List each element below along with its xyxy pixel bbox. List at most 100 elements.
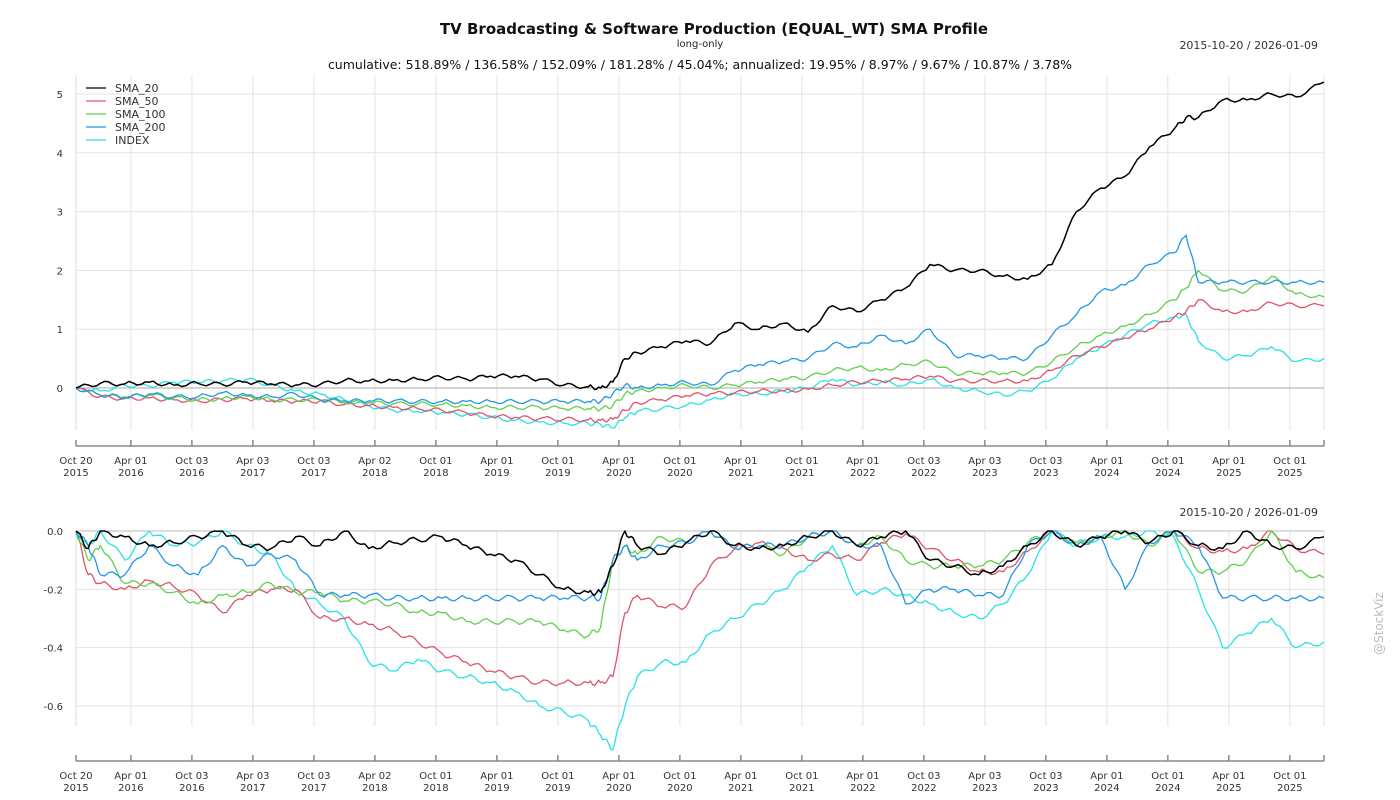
x-tick-label: Apr 01 xyxy=(724,456,757,467)
x-tick-label-year: 2024 xyxy=(1155,783,1180,794)
x-tick-label: Oct 01 xyxy=(1151,771,1184,782)
series-line-sma-20 xyxy=(75,81,1325,391)
x-tick-label: Apr 01 xyxy=(724,771,757,782)
y-tick-label: 0.0 xyxy=(47,527,63,538)
date-range-top: 2015-10-20 / 2026-01-09 xyxy=(1179,39,1318,52)
x-tick-label: Oct 03 xyxy=(907,771,940,782)
x-tick-label-year: 2022 xyxy=(850,783,875,794)
x-tick-label: Apr 03 xyxy=(968,771,1001,782)
x-tick-label-year: 2024 xyxy=(1155,468,1180,479)
x-tick-label-year: 2024 xyxy=(1094,468,1119,479)
x-tick-label-year: 2023 xyxy=(972,783,997,794)
x-tick-label-year: 2025 xyxy=(1277,468,1302,479)
x-tick-label-year: 2022 xyxy=(911,783,936,794)
legend-label: INDEX xyxy=(115,134,150,147)
x-tick-label-year: 2016 xyxy=(179,783,204,794)
x-tick-label-year: 2020 xyxy=(667,783,692,794)
x-tick-label-year: 2015 xyxy=(63,783,88,794)
x-tick-label: Apr 01 xyxy=(602,456,635,467)
y-tick-label: 4 xyxy=(57,149,63,160)
x-tick-label: Apr 02 xyxy=(358,771,391,782)
x-tick-label-year: 2017 xyxy=(301,783,326,794)
x-tick-label-year: 2022 xyxy=(850,468,875,479)
series-line-sma-200 xyxy=(75,530,1325,605)
x-tick-label: Apr 01 xyxy=(1212,771,1245,782)
legend-label: SMA_100 xyxy=(115,108,166,121)
x-tick-label-year: 2018 xyxy=(362,468,387,479)
x-tick-label-year: 2018 xyxy=(423,783,448,794)
x-tick-label-year: 2023 xyxy=(972,468,997,479)
series-line-sma-200 xyxy=(75,234,1325,405)
legend-label: SMA_20 xyxy=(115,82,159,95)
y-tick-label: -0.4 xyxy=(43,644,63,655)
returns-summary: cumulative: 518.89% / 136.58% / 152.09% … xyxy=(327,57,1073,72)
x-tick-label: Apr 01 xyxy=(114,456,147,467)
x-tick-label: Oct 03 xyxy=(907,456,940,467)
x-tick-label: Apr 01 xyxy=(1090,771,1123,782)
x-tick-label-year: 2020 xyxy=(667,468,692,479)
legend-label: SMA_50 xyxy=(115,95,159,108)
series-line-sma-20 xyxy=(75,530,1325,596)
x-tick-label: Apr 01 xyxy=(480,456,513,467)
x-tick-label: Apr 01 xyxy=(480,771,513,782)
x-tick-label: Oct 20 xyxy=(59,771,92,782)
legend-label: SMA_200 xyxy=(115,121,166,134)
y-tick-label: 3 xyxy=(57,208,63,219)
x-tick-label-year: 2025 xyxy=(1216,468,1241,479)
x-tick-label: Oct 03 xyxy=(297,771,330,782)
y-tick-label: 5 xyxy=(57,90,63,101)
x-tick-label-year: 2021 xyxy=(728,783,753,794)
x-tick-label: Apr 02 xyxy=(358,456,391,467)
x-tick-label: Oct 01 xyxy=(1273,456,1306,467)
x-tick-label: Oct 03 xyxy=(1029,456,1062,467)
x-tick-label: Oct 01 xyxy=(785,456,818,467)
x-tick-label-year: 2021 xyxy=(789,468,814,479)
x-tick-label-year: 2022 xyxy=(911,468,936,479)
x-tick-label: Oct 01 xyxy=(663,771,696,782)
x-tick-label: Apr 01 xyxy=(114,771,147,782)
x-tick-label: Apr 03 xyxy=(236,456,269,467)
x-tick-label-year: 2019 xyxy=(545,783,570,794)
x-tick-label-year: 2017 xyxy=(240,468,265,479)
x-tick-label: Oct 01 xyxy=(419,456,452,467)
x-tick-label-year: 2024 xyxy=(1094,783,1119,794)
x-tick-label-year: 2017 xyxy=(240,783,265,794)
x-tick-label-year: 2019 xyxy=(484,468,509,479)
x-tick-label: Apr 01 xyxy=(846,771,879,782)
x-tick-label-year: 2025 xyxy=(1216,783,1241,794)
x-tick-label: Oct 03 xyxy=(175,456,208,467)
x-tick-label-year: 2015 xyxy=(63,468,88,479)
y-tick-label: 2 xyxy=(57,266,63,277)
y-tick-label: -0.6 xyxy=(43,702,63,713)
x-tick-label-year: 2020 xyxy=(606,468,631,479)
x-tick-label: Oct 01 xyxy=(1151,456,1184,467)
y-tick-label: 1 xyxy=(57,325,63,336)
x-tick-label: Apr 01 xyxy=(1212,456,1245,467)
x-tick-label-year: 2018 xyxy=(362,783,387,794)
y-tick-label: 0 xyxy=(57,384,63,395)
date-range-bottom: 2015-10-20 / 2026-01-09 xyxy=(1179,506,1318,519)
x-tick-label-year: 2020 xyxy=(606,783,631,794)
series-line-sma-100 xyxy=(75,269,1325,412)
series-line-index xyxy=(75,530,1325,751)
x-tick-label: Apr 01 xyxy=(846,456,879,467)
x-tick-label: Apr 01 xyxy=(1090,456,1123,467)
x-tick-label: Oct 20 xyxy=(59,456,92,467)
x-tick-label: Oct 03 xyxy=(175,771,208,782)
x-tick-label: Oct 01 xyxy=(541,771,574,782)
x-tick-label-year: 2025 xyxy=(1277,783,1302,794)
x-tick-label-year: 2021 xyxy=(728,468,753,479)
x-tick-label: Oct 01 xyxy=(541,456,574,467)
series-line-sma-50 xyxy=(75,298,1325,423)
x-tick-label: Oct 01 xyxy=(419,771,452,782)
x-tick-label-year: 2018 xyxy=(423,468,448,479)
x-tick-label: Apr 03 xyxy=(236,771,269,782)
x-tick-label-year: 2019 xyxy=(484,783,509,794)
x-tick-label-year: 2023 xyxy=(1033,783,1058,794)
y-tick-label: -0.2 xyxy=(43,585,63,596)
x-tick-label: Oct 01 xyxy=(1273,771,1306,782)
x-tick-label-year: 2019 xyxy=(545,468,570,479)
